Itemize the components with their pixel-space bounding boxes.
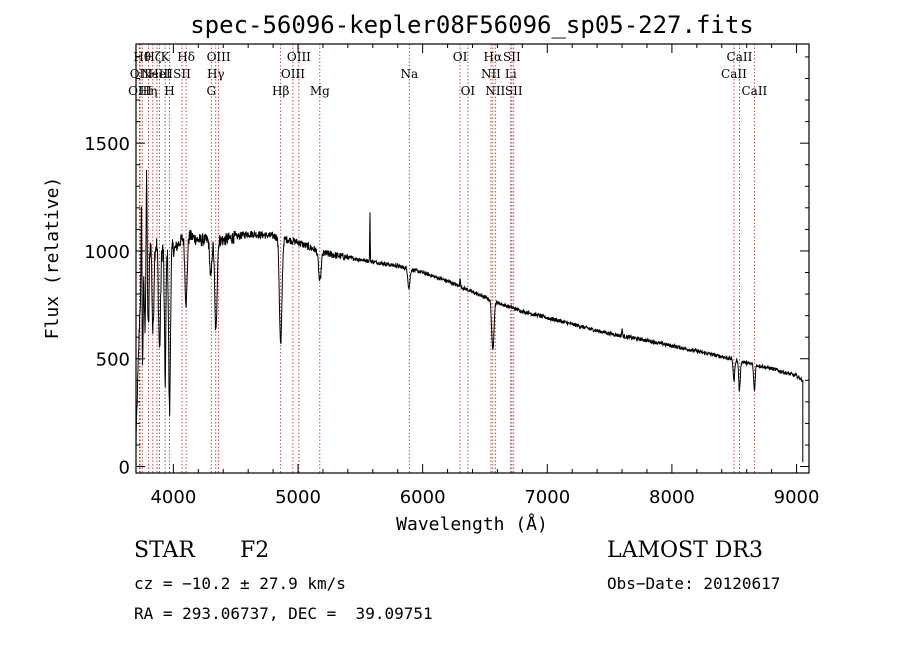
line-label-9: SII: [173, 67, 191, 81]
line-label-16: OIII: [287, 50, 311, 64]
line-label-22: Hα: [484, 50, 503, 64]
y-tick-label-1000: 1000: [84, 242, 130, 263]
line-label-21: NII: [481, 67, 501, 81]
line-label-1: OIII: [128, 84, 152, 98]
line-label-15: OIII: [281, 67, 305, 81]
line-label-25: SII: [503, 50, 521, 64]
line-label-11: G: [206, 84, 216, 98]
line-label-12: Hγ: [207, 67, 225, 81]
x-axis-ticks: 4000 5000 6000 7000 8000 9000: [150, 44, 819, 508]
line-label-24: Li: [505, 67, 517, 81]
line-label-19: OI: [453, 50, 468, 64]
x-tick-label-9000: 9000: [774, 487, 820, 508]
line-label-26: SII: [505, 84, 523, 98]
y-tick-label-0: 0: [119, 458, 130, 479]
x-tick-label-6000: 6000: [400, 487, 446, 508]
line-label-28: CaII: [727, 50, 753, 64]
line-label-7: K: [161, 50, 171, 64]
spectrum-trace: [135, 169, 804, 463]
line-label-27: CaII: [721, 67, 747, 81]
line-label-8: H: [164, 84, 174, 98]
redshift-readout: cz = −10.2 ± 27.9 km/s: [134, 574, 346, 593]
line-label-4: Hζ: [144, 50, 161, 64]
line-label-13: OIII: [207, 50, 231, 64]
line-label-23: NII: [485, 84, 505, 98]
observation-date: Obs−Date: 20120617: [607, 574, 781, 593]
object-subclass: F2: [240, 538, 270, 563]
spectral-line-markers: [138, 44, 755, 473]
line-label-5: NeIII: [141, 67, 173, 81]
x-tick-label-5000: 5000: [275, 487, 321, 508]
line-label-14: Hβ: [272, 84, 289, 98]
line-label-29: CaII: [741, 84, 767, 98]
line-label-10: Hδ: [177, 50, 195, 64]
line-label-0: OII: [130, 67, 150, 81]
line-label-18: Na: [400, 67, 418, 81]
line-label-3: Hη: [140, 84, 158, 98]
survey-name: LAMOST DR3: [607, 538, 763, 563]
chart-title: spec-56096-kepler08F56096_sp05-227.fits: [190, 11, 754, 39]
line-label-17: Mg: [310, 84, 330, 98]
x-tick-label-7000: 7000: [524, 487, 570, 508]
object-class: STAR: [134, 538, 195, 563]
x-tick-label-4000: 4000: [150, 487, 196, 508]
x-axis-label: Wavelength (Å): [396, 513, 548, 535]
line-label-2: Hθ: [133, 50, 151, 64]
y-axis-ticks: 0 500 1000 1500: [84, 56, 809, 479]
y-axis-label: Flux (relative): [42, 177, 63, 340]
y-tick-label-1500: 1500: [84, 134, 130, 155]
line-label-20: OI: [461, 84, 476, 98]
x-tick-label-8000: 8000: [649, 487, 695, 508]
coordinates-readout: RA = 293.06737, DEC = 39.09751: [134, 604, 433, 623]
plot-frame: [135, 43, 810, 474]
line-label-6: HeI: [148, 67, 171, 81]
y-tick-label-500: 500: [96, 350, 130, 371]
